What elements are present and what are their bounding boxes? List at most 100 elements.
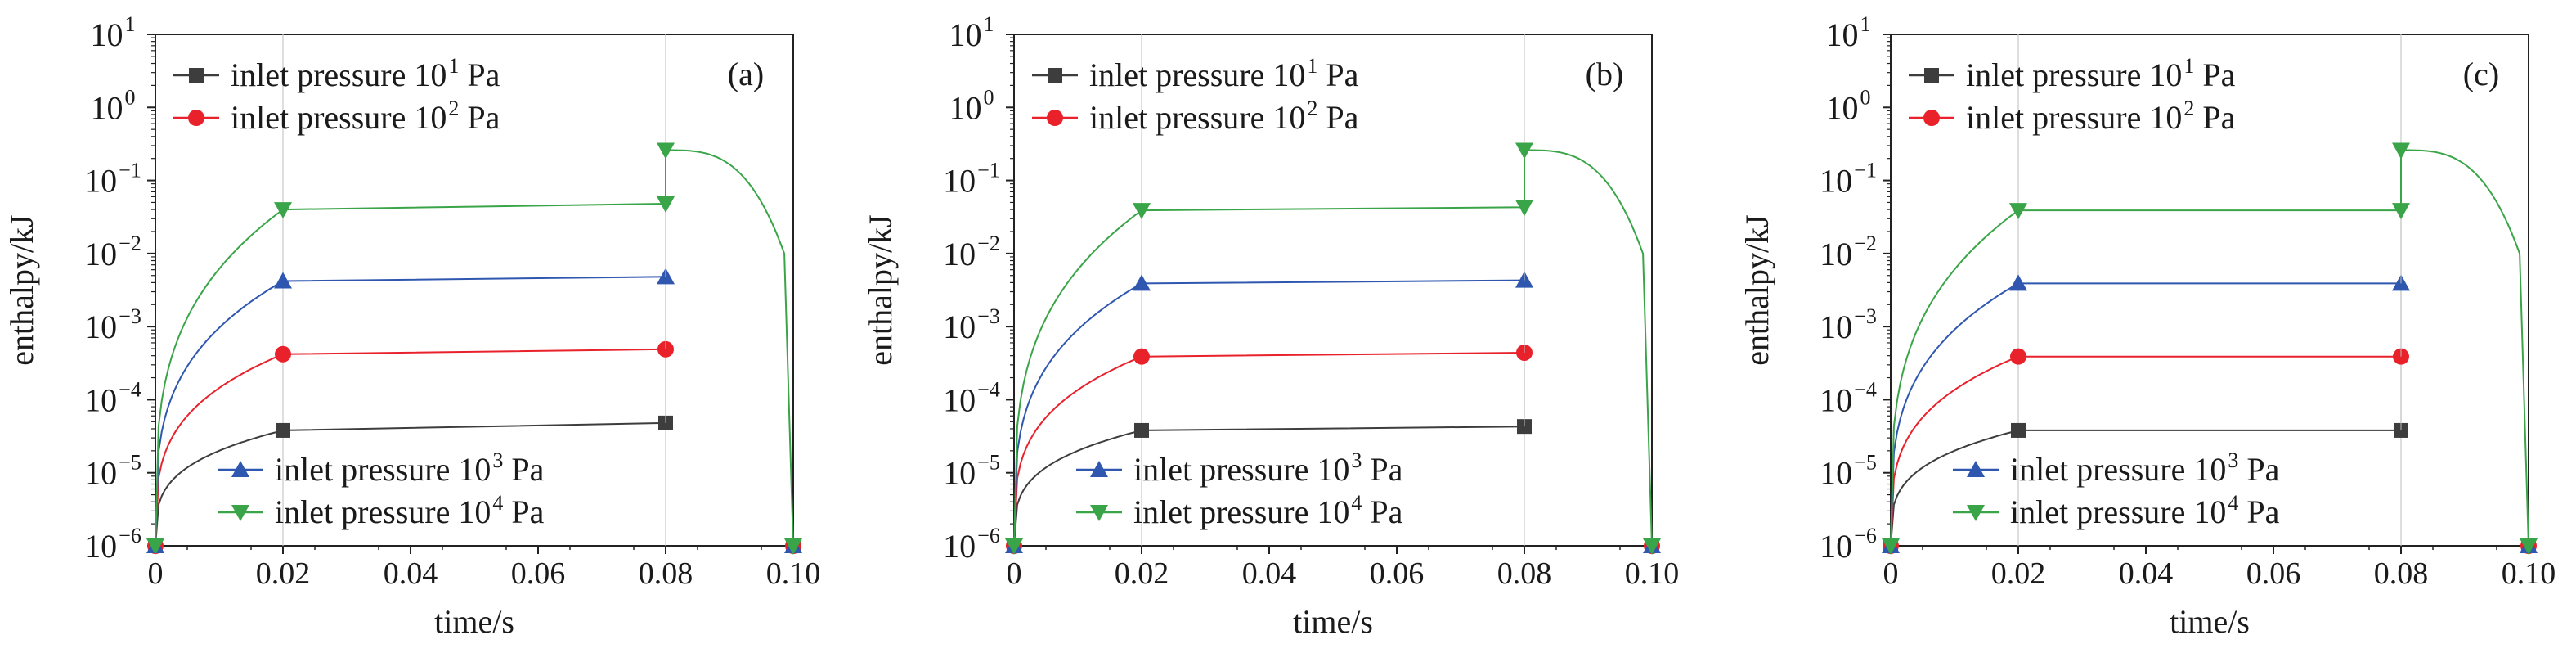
x-tick-label: 0: [148, 556, 164, 591]
legend-unit: Pa: [503, 493, 544, 530]
y-tick-exponent: −5: [119, 451, 141, 475]
y-tick-exponent: −5: [1854, 451, 1877, 475]
y-tick-label: 100: [949, 85, 994, 126]
chart-panel-1: 0 0.02 0.04 0.06 0.08 0.1010110010−110−210−31…: [3, 12, 820, 640]
legend-label: inlet pressure 104 Pa: [1133, 491, 1403, 530]
y-tick-exponent: −2: [1854, 232, 1877, 255]
legend-exponent: 1: [2183, 54, 2194, 78]
y-tick-label: 10−4: [1820, 377, 1877, 418]
y-tick-label: 10−4: [943, 377, 1000, 418]
y-tick-label: 101: [91, 12, 136, 53]
data-point-marker: [1133, 274, 1151, 291]
y-tick-label: 10−1: [943, 159, 1000, 200]
legend-bottom-entry: inlet pressure 103 Pa: [1076, 448, 1403, 488]
legend-bottom-entry: inlet pressure 103 Pa: [1953, 448, 2280, 488]
y-tick-exponent: −4: [977, 377, 1000, 401]
y-tick-exponent: −4: [119, 377, 141, 401]
data-point-marker: [657, 142, 675, 160]
series-line: [155, 421, 666, 547]
legend-exponent: 4: [2228, 491, 2238, 515]
y-tick-exponent: −3: [119, 304, 141, 328]
series-line: [1013, 352, 1525, 547]
y-tick-label: 10−3: [84, 304, 141, 345]
y-tick-exponent: −1: [977, 159, 1000, 182]
legend-label: inlet pressure 101 Pa: [1089, 54, 1359, 93]
y-tick-exponent: 1: [984, 12, 994, 36]
legend-unit: Pa: [1317, 99, 1358, 136]
series-line: [1013, 426, 1525, 547]
legend-label: inlet pressure 102 Pa: [231, 97, 500, 136]
y-axis-label: enthalpy/kJ: [1739, 214, 1775, 365]
data-point-marker: [657, 196, 675, 214]
legend-label: inlet pressure 102 Pa: [1089, 97, 1359, 136]
y-tick-exponent: −1: [1854, 159, 1877, 182]
data-point-marker: [274, 272, 292, 289]
series-line: [1890, 149, 2529, 547]
legend-label: inlet pressure 102 Pa: [1966, 97, 2236, 136]
data-point-marker: [784, 538, 802, 555]
y-tick-exponent: −4: [1854, 377, 1877, 401]
y-tick-exponent: −6: [977, 524, 1000, 547]
legend-exponent: 4: [492, 491, 503, 515]
legend-top-entry: inlet pressure 101 Pa: [173, 54, 500, 93]
y-tick-label: 10−2: [84, 232, 141, 272]
panel-label: (c): [2463, 56, 2499, 92]
legend-exponent: 2: [1307, 97, 1317, 120]
legend-unit: Pa: [1362, 493, 1402, 530]
y-tick-exponent: −6: [1854, 524, 1877, 547]
y-tick-label: 10−3: [943, 304, 1000, 345]
data-point-marker: [2520, 538, 2538, 555]
legend-swatch-marker: [1047, 110, 1063, 126]
y-tick-label: 10−5: [1820, 451, 1877, 492]
legend-unit: Pa: [2194, 99, 2235, 136]
x-tick-label: 0.06: [2246, 556, 2301, 591]
data-point-marker: [2009, 203, 2027, 220]
x-tick-label: 0.06: [1370, 556, 1425, 591]
plot-frame: [155, 34, 794, 547]
y-tick-label: 10−3: [1820, 304, 1877, 345]
data-point-marker: [1134, 422, 1149, 438]
x-tick-label: 0.04: [1242, 556, 1297, 591]
x-tick-label: 0.06: [511, 556, 566, 591]
y-tick-label: 100: [91, 85, 136, 126]
chart-panel-3: 0 0.02 0.04 0.06 0.08 0.1010110010−110−210−31…: [1739, 12, 2556, 640]
x-tick-label: 0.10: [766, 556, 821, 591]
data-point-marker: [2010, 348, 2026, 365]
legend-exponent: 3: [492, 448, 503, 472]
legend-swatch-marker: [188, 110, 204, 126]
data-point-marker: [1133, 348, 1150, 365]
data-point-marker: [1133, 203, 1151, 220]
legend-exponent: 2: [2183, 97, 2194, 120]
legend-unit: Pa: [2194, 56, 2235, 93]
y-tick-exponent: 0: [984, 85, 994, 109]
series-line: [1890, 355, 2401, 547]
legend-exponent: 1: [448, 54, 459, 78]
data-point-marker: [1882, 538, 1900, 555]
legend-label: inlet pressure 103 Pa: [2010, 448, 2280, 488]
legend-unit: Pa: [459, 99, 500, 136]
data-point-marker: [1643, 538, 1661, 555]
legend-label: inlet pressure 101 Pa: [1966, 54, 2236, 93]
series-line: [1890, 282, 2401, 547]
y-tick-label: 10−4: [84, 377, 141, 418]
legend-top-entry: inlet pressure 101 Pa: [1032, 54, 1359, 93]
legend-exponent: 3: [2228, 448, 2238, 472]
y-tick-exponent: −3: [1854, 304, 1877, 328]
legend-label: inlet pressure 103 Pa: [275, 448, 545, 488]
series-line: [1013, 149, 1653, 547]
y-tick-exponent: −2: [119, 232, 141, 255]
legend-swatch-marker: [189, 68, 204, 83]
x-tick-label: 0.08: [2374, 556, 2429, 591]
legend-bottom-entry: inlet pressure 104 Pa: [1953, 491, 2280, 530]
data-point-marker: [2392, 203, 2410, 220]
plot-frame: [1013, 34, 1653, 547]
series-line: [155, 276, 666, 547]
legend-top-entry: inlet pressure 101 Pa: [1909, 54, 2236, 93]
y-tick-label: 10−5: [943, 451, 1000, 492]
legend-swatch-marker: [1967, 505, 1985, 521]
x-tick-label: 0.02: [1115, 556, 1169, 591]
legend-unit: Pa: [1317, 56, 1358, 93]
panel-label: (a): [728, 56, 764, 92]
y-tick-exponent: 0: [125, 85, 136, 109]
x-tick-label: 0: [1007, 556, 1022, 591]
